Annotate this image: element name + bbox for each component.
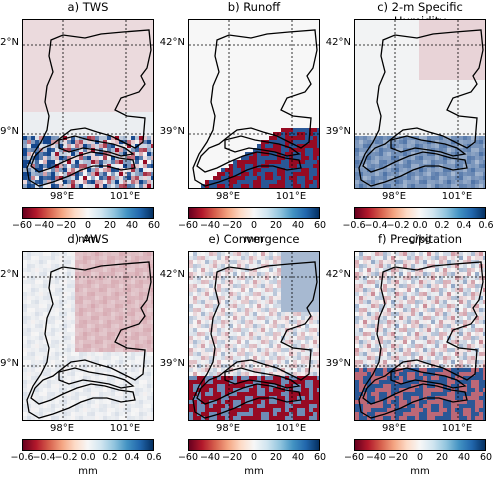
lon-label: 98°E bbox=[374, 423, 414, 434]
lat-label: 39°N bbox=[0, 126, 19, 137]
map-field bbox=[355, 20, 486, 189]
map-field bbox=[189, 20, 320, 189]
lon-label: 98°E bbox=[208, 423, 248, 434]
colorbar bbox=[354, 439, 486, 451]
lat-label: 39°N bbox=[315, 358, 351, 369]
lat-label: 42°N bbox=[315, 269, 351, 280]
lon-label: 101°E bbox=[437, 191, 477, 202]
map-area bbox=[354, 19, 486, 189]
lat-label: 42°N bbox=[0, 37, 19, 48]
colorbar-tick: 60 bbox=[305, 452, 335, 463]
colorbar-tick: 60 bbox=[139, 220, 169, 231]
colorbar-tick: 60 bbox=[471, 452, 500, 463]
map-area bbox=[22, 251, 154, 421]
map-area bbox=[354, 251, 486, 421]
colorbar bbox=[188, 207, 320, 219]
map-field bbox=[355, 252, 486, 421]
lon-label: 101°E bbox=[105, 191, 145, 202]
lon-label: 101°E bbox=[271, 191, 311, 202]
colorbar-unit: mm bbox=[188, 466, 320, 477]
map-field bbox=[23, 252, 154, 421]
map-area bbox=[22, 19, 154, 189]
panel-title: b) Runoff bbox=[184, 0, 324, 14]
lat-label: 42°N bbox=[149, 269, 185, 280]
panel-title: e) Convergence bbox=[184, 232, 324, 246]
lon-label: 98°E bbox=[208, 191, 248, 202]
colorbar bbox=[22, 439, 154, 451]
map-area bbox=[188, 251, 320, 421]
colorbar bbox=[354, 207, 486, 219]
colorbar-unit: mm bbox=[354, 466, 486, 477]
lon-label: 101°E bbox=[105, 423, 145, 434]
lat-label: 42°N bbox=[149, 37, 185, 48]
colorbar bbox=[22, 207, 154, 219]
lon-label: 101°E bbox=[437, 423, 477, 434]
panel-title: f) Precipitation bbox=[350, 232, 490, 246]
lat-label: 39°N bbox=[149, 126, 185, 137]
panel-title: d) AWS bbox=[18, 232, 158, 246]
lat-label: 39°N bbox=[315, 126, 351, 137]
panel-title: a) TWS bbox=[18, 0, 158, 14]
lat-label: 42°N bbox=[0, 269, 19, 280]
colorbar-tick: 0.6 bbox=[139, 452, 169, 463]
map-field bbox=[23, 20, 154, 189]
map-field bbox=[189, 252, 320, 421]
colorbar-tick: 0.6 bbox=[471, 220, 500, 231]
lon-label: 98°E bbox=[374, 191, 414, 202]
lat-label: 42°N bbox=[315, 37, 351, 48]
lat-label: 39°N bbox=[149, 358, 185, 369]
map-area bbox=[188, 19, 320, 189]
colorbar-tick: 60 bbox=[305, 220, 335, 231]
lon-label: 101°E bbox=[271, 423, 311, 434]
lon-label: 98°E bbox=[42, 191, 82, 202]
lon-label: 98°E bbox=[42, 423, 82, 434]
colorbar bbox=[188, 439, 320, 451]
lat-label: 39°N bbox=[0, 358, 19, 369]
colorbar-unit: mm bbox=[22, 466, 154, 477]
